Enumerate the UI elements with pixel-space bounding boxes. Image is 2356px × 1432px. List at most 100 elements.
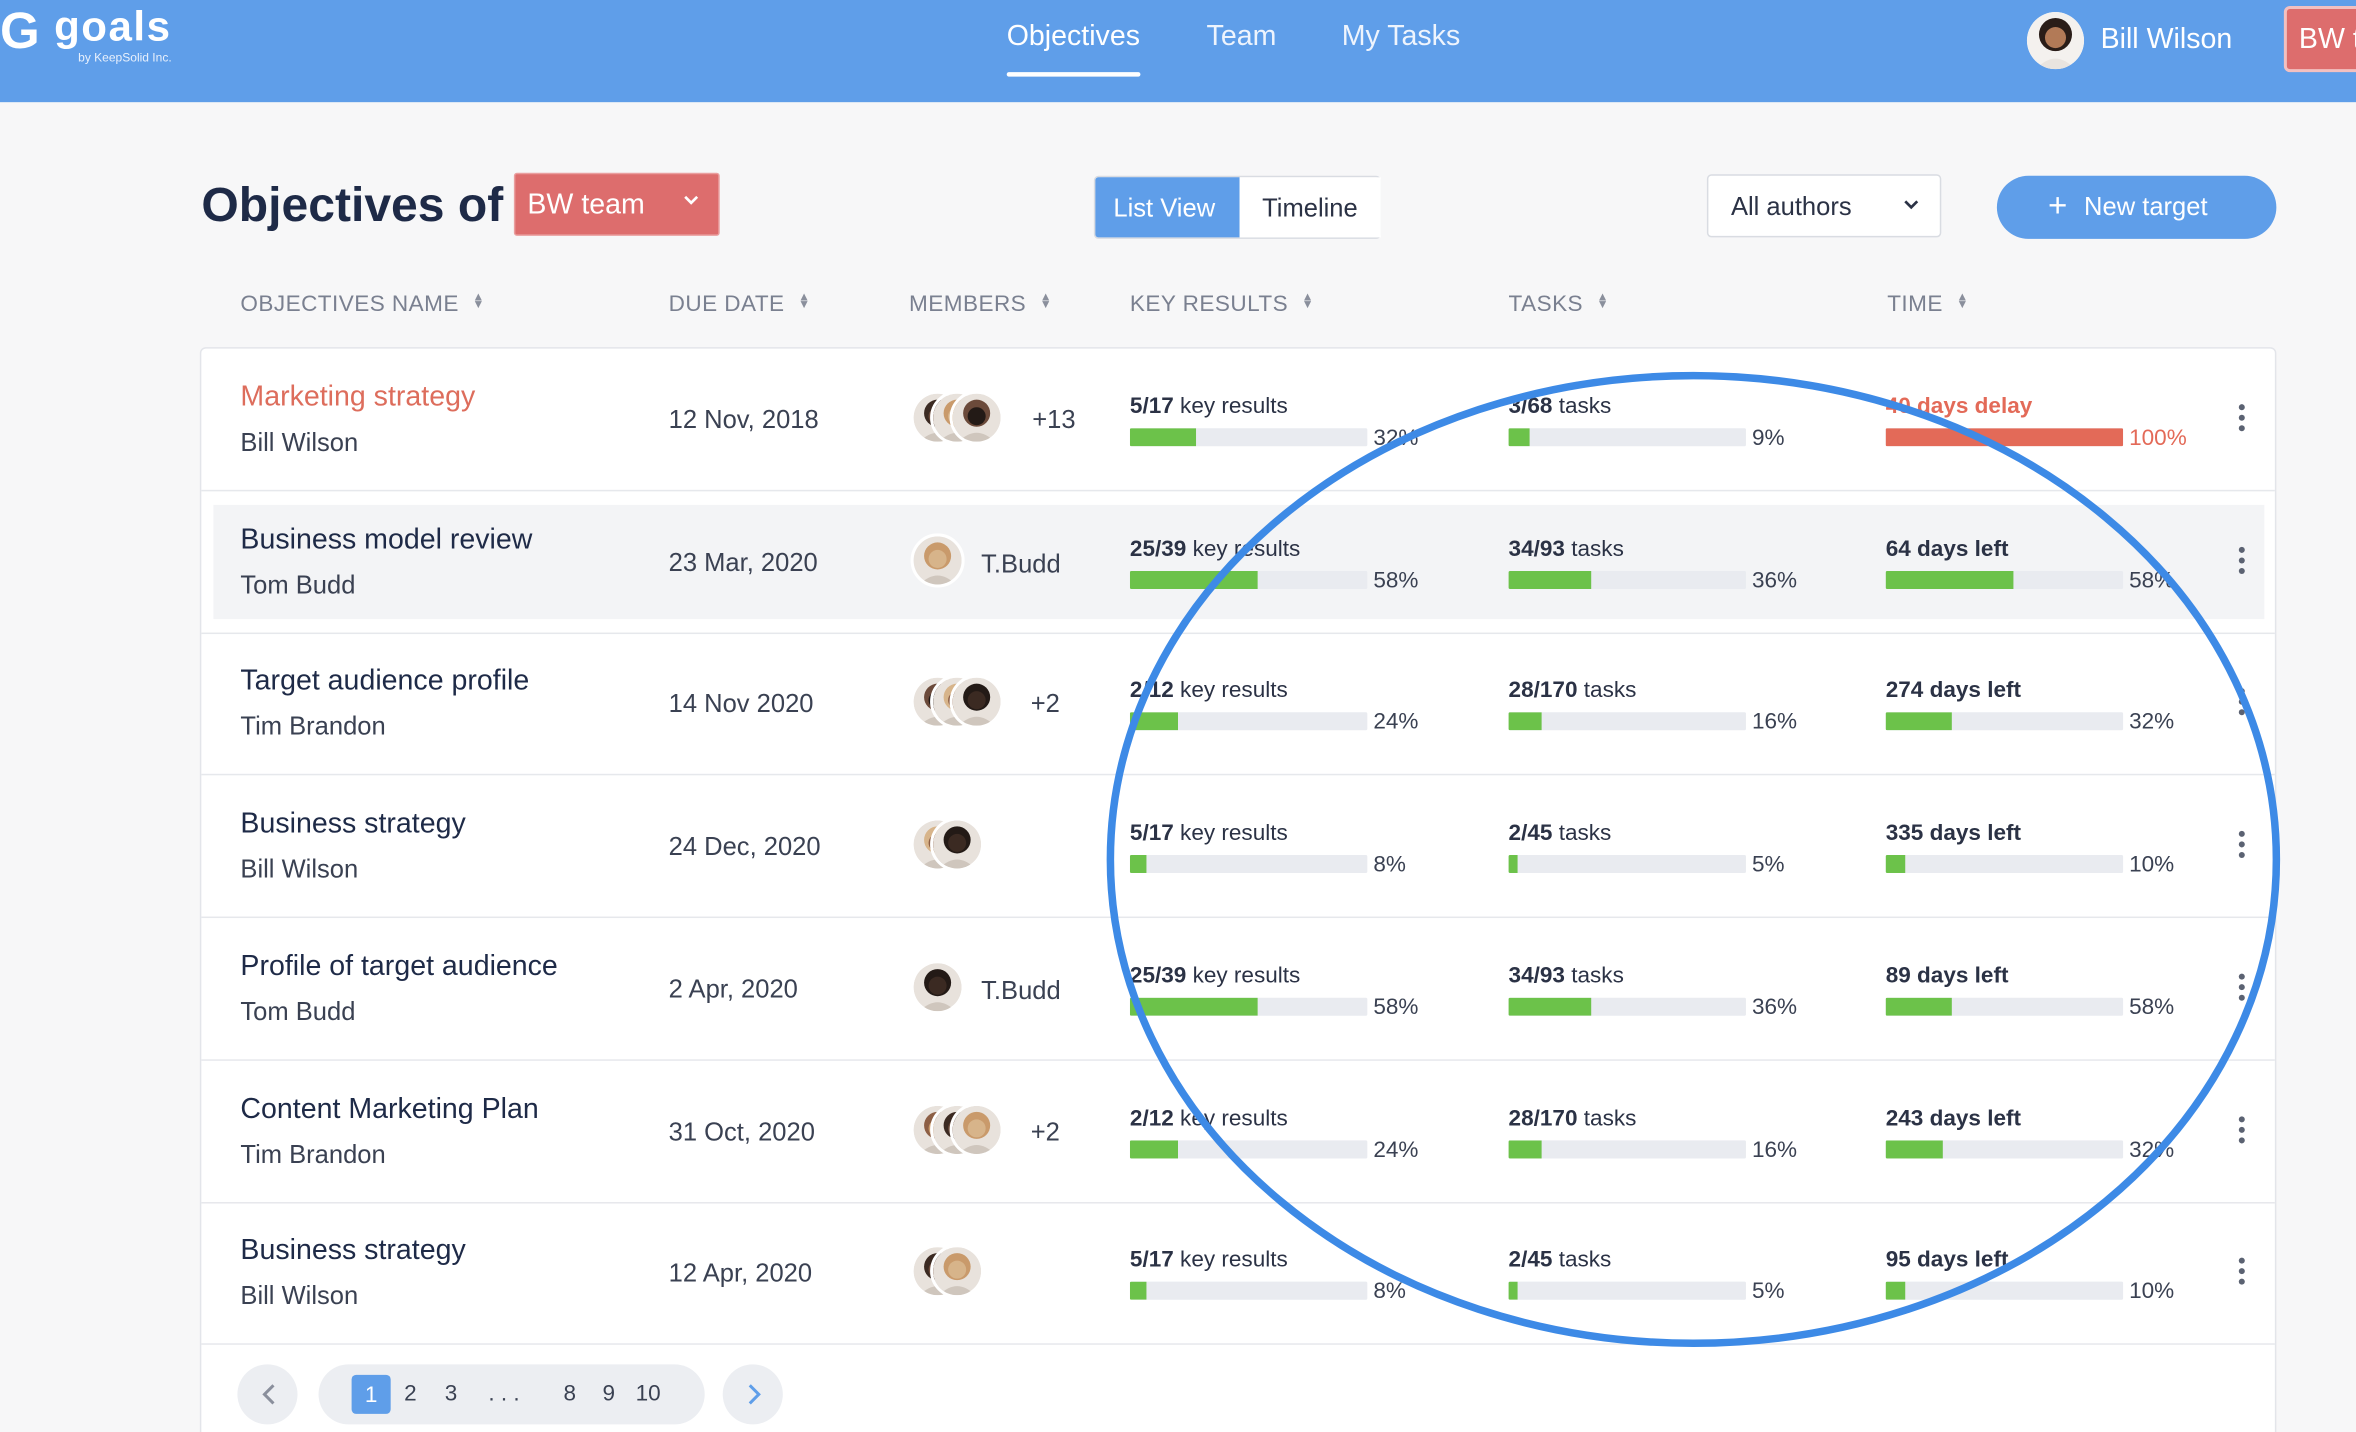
objective-name[interactable]: Content Marketing Plan <box>240 1093 539 1125</box>
nav-my-tasks[interactable]: My Tasks <box>1342 21 1460 54</box>
column-header-members[interactable]: MEMBERS ▲ ▼ <box>909 291 1052 317</box>
page-button-10[interactable]: 10 <box>635 1380 661 1407</box>
more-vertical-icon[interactable] <box>2238 404 2245 434</box>
objective-owner: Tom Budd <box>240 997 356 1026</box>
tasks-bar-fill <box>1508 997 1592 1016</box>
member-avatar[interactable] <box>910 532 965 588</box>
time-bar <box>1885 855 2124 874</box>
key-results-percent: 8% <box>1373 852 1406 878</box>
tasks-unit: tasks <box>1552 1247 1612 1273</box>
key-results-text: 5/17 key results <box>1130 821 1288 847</box>
time-bar-fill <box>1885 712 1953 731</box>
tasks-unit: tasks <box>1552 393 1612 420</box>
tasks-unit: tasks <box>1564 962 1624 989</box>
key-results-unit: key results <box>1173 820 1288 847</box>
members-extra-count[interactable]: +2 <box>1030 690 1060 719</box>
table-row[interactable]: Profile of target audience Tom Budd 2 Apr,… <box>201 918 2275 1061</box>
time-bar <box>1885 1139 2124 1158</box>
objective-name[interactable]: Business strategy <box>240 1235 466 1267</box>
table-row[interactable]: Business model review Tom Budd 23 Mar, 202… <box>201 491 2275 634</box>
tasks-percent: 36% <box>1751 567 1798 594</box>
member-avatar[interactable] <box>949 1102 1004 1157</box>
tasks-bar-fill <box>1508 855 1519 874</box>
column-header-key-results[interactable]: KEY RESULTS ▲ ▼ <box>1130 291 1314 317</box>
table-row[interactable]: Marketing strategy Bill Wilson 12 Nov, 201… <box>201 349 2275 492</box>
members-extra-count[interactable]: +2 <box>1030 1117 1060 1146</box>
more-vertical-icon[interactable] <box>2238 1257 2245 1288</box>
objective-owner: Tim Brandon <box>240 1139 386 1169</box>
key-results-percent: 24% <box>1373 1136 1419 1163</box>
objective-owner: Tim Brandon <box>240 712 386 742</box>
column-header-objectives-name[interactable]: OBJECTIVES NAME ▲ ▼ <box>240 291 484 317</box>
logo-tagline: by KeepSolid Inc. <box>78 51 172 65</box>
key-results-text: 2/12 key results <box>1130 1105 1288 1131</box>
table-row[interactable]: Content Marketing Plan Tim Brandon 31 Oct,… <box>201 1060 2275 1203</box>
tasks-bar <box>1508 570 1746 589</box>
page-button-9[interactable]: 9 <box>602 1380 616 1407</box>
authors-filter[interactable]: All authors <box>1706 174 1942 238</box>
objective-name[interactable]: Marketing strategy <box>240 381 476 414</box>
objective-owner: Bill Wilson <box>240 1281 359 1311</box>
previous-page-button[interactable] <box>237 1364 298 1425</box>
nav-team[interactable]: Team <box>1207 21 1277 54</box>
member-avatar[interactable] <box>930 817 985 872</box>
sort-arrows-icon: ▲ ▼ <box>472 289 485 312</box>
objective-name[interactable]: Business model review <box>240 523 533 556</box>
key-results-unit: key results <box>1173 1105 1288 1131</box>
next-page-button[interactable] <box>722 1364 783 1425</box>
column-header-time[interactable]: TIME ▲ ▼ <box>1887 291 1969 317</box>
time-remaining: 89 days left <box>1885 962 2009 989</box>
member-avatar[interactable] <box>910 959 965 1014</box>
sort-arrows-icon: ▲ ▼ <box>798 289 811 312</box>
time-remaining: 40 days delay <box>1885 393 2033 420</box>
more-vertical-icon[interactable] <box>2238 831 2245 861</box>
column-header-tasks[interactable]: TASKS ▲ ▼ <box>1509 291 1609 317</box>
timeline-button[interactable]: Timeline <box>1239 177 1381 238</box>
more-vertical-icon[interactable] <box>2238 973 2245 1003</box>
page-ellipsis: . . . <box>488 1380 520 1407</box>
more-vertical-icon[interactable] <box>2238 1115 2245 1146</box>
team-select[interactable]: BW team <box>513 172 720 236</box>
nav-objectives[interactable]: Objectives <box>1006 21 1140 77</box>
column-header-due-date[interactable]: DUE DATE ▲ ▼ <box>669 291 811 317</box>
sort-arrows-icon: ▲ ▼ <box>1596 289 1609 312</box>
more-vertical-icon[interactable] <box>2238 546 2245 576</box>
table-row[interactable]: Business strategy Bill Wilson 24 Dec, 2020… <box>201 775 2275 919</box>
sort-arrows-icon: ▲ ▼ <box>1301 289 1315 312</box>
more-vertical-icon[interactable] <box>2238 688 2245 719</box>
page-button-3[interactable]: 3 <box>444 1380 458 1407</box>
page-button-1[interactable]: 1 <box>351 1374 391 1414</box>
member-avatar[interactable] <box>930 1244 985 1299</box>
page-button-2[interactable]: 2 <box>404 1380 417 1407</box>
chevron-down-icon <box>684 195 699 205</box>
user-avatar[interactable] <box>2026 12 2085 70</box>
key-results-bar-fill <box>1129 428 1197 447</box>
objective-name[interactable]: Profile of target audience <box>240 950 558 983</box>
table-row[interactable]: Business strategy Bill Wilson 12 Apr, 2020… <box>201 1202 2275 1346</box>
key-results-count: 25/39 <box>1129 962 1187 989</box>
list-view-button[interactable]: List View <box>1095 177 1240 238</box>
user-name[interactable]: Bill Wilson <box>2100 24 2233 56</box>
key-results-text: 25/39 key results <box>1130 536 1300 562</box>
member-avatar[interactable] <box>949 675 1004 730</box>
tasks-unit: tasks <box>1577 1105 1637 1131</box>
objective-name[interactable]: Business strategy <box>240 808 466 841</box>
time-bar <box>1885 428 2124 447</box>
team-switcher[interactable]: BW team <box>2283 6 2356 73</box>
due-date: 12 Nov, 2018 <box>668 405 819 435</box>
members-extra-count[interactable]: +13 <box>1032 405 1076 435</box>
time-bar-fill <box>1885 570 2014 589</box>
table-row[interactable]: Target audience profile Tim Brandon 14 Nov… <box>201 633 2275 776</box>
column-label: MEMBERS <box>909 291 1027 318</box>
new-target-button[interactable]: + New target <box>1996 175 2277 239</box>
page-button-8[interactable]: 8 <box>563 1380 576 1407</box>
objective-name[interactable]: Target audience profile <box>240 666 530 698</box>
key-results-count: 5/17 <box>1129 393 1174 420</box>
key-results-bar-fill <box>1129 1139 1178 1158</box>
time-remaining: 274 days left <box>1885 678 2022 704</box>
active-nav-indicator <box>1006 72 1140 77</box>
member-avatar[interactable] <box>949 390 1004 445</box>
tasks-bar <box>1508 997 1746 1016</box>
time-bar-fill <box>1885 1139 1943 1158</box>
tasks-bar-fill <box>1508 570 1592 589</box>
